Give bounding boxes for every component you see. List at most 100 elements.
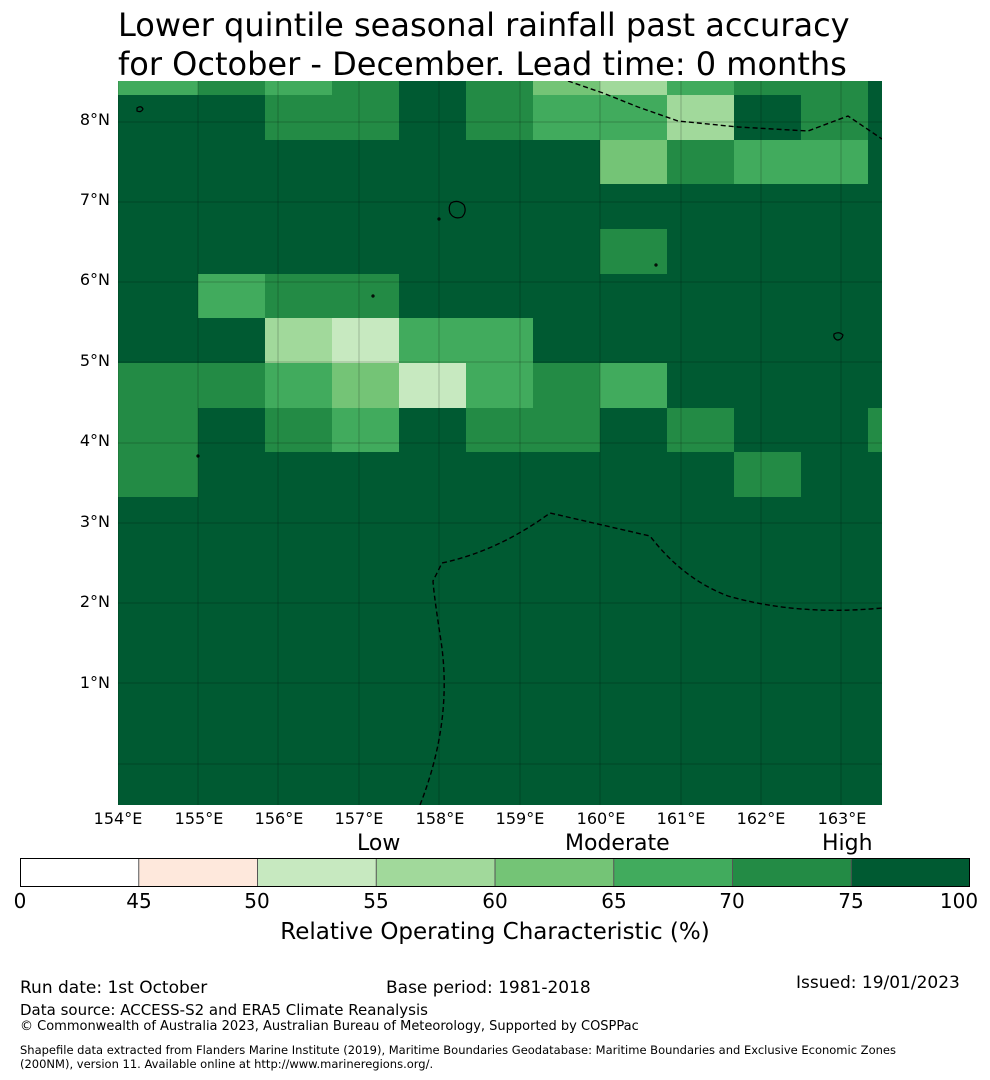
base-period: Base period: 1981-2018	[386, 978, 591, 998]
grid-cell	[667, 408, 734, 452]
lon-tick-label: 161°E	[656, 809, 706, 828]
colorbar-frame	[20, 858, 970, 887]
grid-cell	[734, 452, 801, 497]
lon-tick-label: 162°E	[736, 809, 786, 828]
run-date: Run date: 1st October	[20, 978, 208, 998]
lon-tick-label: 158°E	[415, 809, 465, 828]
grid-cell	[332, 363, 399, 408]
grid-cell	[667, 81, 734, 95]
title-line-2: for October - December. Lead time: 0 mon…	[118, 45, 847, 83]
colorbar-swatch	[851, 858, 970, 887]
grid-cell	[118, 408, 198, 452]
island-outline	[196, 454, 200, 458]
island-outline	[448, 200, 466, 219]
grid-cell	[801, 140, 868, 184]
grid-cell	[466, 363, 533, 408]
grid-cells	[118, 81, 882, 497]
title-line-1: Lower quintile seasonal rainfall past ac…	[118, 6, 850, 44]
lon-tick-label: 159°E	[495, 809, 545, 828]
graticule	[118, 81, 882, 805]
grid-cell	[118, 363, 198, 408]
colorbar-swatch	[138, 858, 258, 887]
grid-cell	[734, 81, 801, 95]
lon-tick-label: 154°E	[93, 809, 143, 828]
island-outline	[136, 106, 144, 113]
lat-tick-label: 8°N	[79, 110, 110, 129]
grid-cell	[466, 81, 533, 95]
colorbar-category-moderate: Moderate	[565, 831, 670, 856]
colorbar-swatch	[732, 858, 852, 887]
island-outline	[654, 263, 658, 267]
lat-tick-label: 6°N	[79, 270, 110, 289]
grid-cell	[265, 408, 332, 452]
grid-cell	[198, 274, 265, 318]
grid-cell	[118, 452, 198, 497]
colorbar-swatch	[20, 858, 139, 887]
colorbar-tick: 50	[244, 889, 270, 913]
colorbar-tick: 100	[939, 889, 979, 913]
colorbar-tick: 45	[126, 889, 152, 913]
colorbar-swatch	[613, 858, 733, 887]
grid-cell	[265, 81, 332, 95]
grid-cell	[332, 408, 399, 452]
rainfall-accuracy-map[interactable]	[118, 81, 882, 805]
colorbar-category-high: High	[822, 831, 873, 856]
lat-tick-label: 3°N	[79, 512, 110, 531]
grid-cell	[533, 408, 600, 452]
colorbar-tick: 0	[13, 889, 27, 913]
grid-cell	[734, 140, 801, 184]
shapefile-credit-line-1: Shapefile data extracted from Flanders M…	[20, 1043, 896, 1057]
grid-cell	[667, 95, 734, 140]
grid-cell	[332, 81, 399, 95]
lat-tick-label: 7°N	[79, 190, 110, 209]
grid-cell	[600, 140, 667, 184]
eez-boundaries	[419, 81, 882, 805]
colorbar	[20, 858, 970, 887]
grid-cell	[667, 140, 734, 184]
grid-cell	[868, 408, 882, 452]
colorbar-tick: 75	[838, 889, 864, 913]
colorbar-dividers	[138, 858, 852, 887]
colorbar-tick: 70	[719, 889, 745, 913]
grid-cell	[533, 363, 600, 408]
grid-cell	[801, 95, 868, 140]
grid-cell	[332, 318, 399, 363]
colorbar-swatch	[495, 858, 614, 887]
data-source: Data source: ACCESS-S2 and ERA5 Climate …	[20, 1001, 428, 1019]
grid-cell	[265, 318, 332, 363]
colorbar-tick: 55	[363, 889, 389, 913]
grid-cell	[198, 81, 265, 95]
grid-cell	[332, 274, 399, 318]
grid-cell	[600, 229, 667, 274]
grid-cell	[198, 363, 265, 408]
island-outline	[437, 217, 441, 221]
copyright-notice: © Commonwealth of Australia 2023, Austra…	[20, 1019, 639, 1034]
lat-tick-label: 1°N	[79, 673, 110, 692]
grid-cell	[801, 81, 868, 95]
lon-tick-label: 157°E	[334, 809, 384, 828]
grid-cell	[533, 95, 600, 140]
grid-cell	[399, 318, 466, 363]
island-outline	[833, 332, 844, 341]
issued-date: Issued: 19/01/2023	[796, 973, 960, 993]
map-title: Lower quintile seasonal rainfall past ac…	[118, 6, 850, 84]
grid-cell	[399, 363, 466, 408]
lat-tick-label: 2°N	[79, 592, 110, 611]
colorbar-label: Relative Operating Characteristic (%)	[280, 919, 710, 945]
colorbar-swatch	[257, 858, 377, 887]
eez-boundary-north	[567, 81, 882, 140]
grid-cell	[466, 95, 533, 140]
lon-tick-label: 163°E	[817, 809, 867, 828]
grid-cell	[600, 95, 667, 140]
island-outline	[371, 294, 375, 298]
lat-tick-label: 4°N	[79, 431, 110, 450]
grid-cell	[332, 95, 399, 140]
grid-cell	[466, 318, 533, 363]
colorbar-tick: 65	[601, 889, 627, 913]
grid-cell	[600, 81, 667, 95]
lon-tick-label: 155°E	[174, 809, 224, 828]
grid-cell	[265, 95, 332, 140]
lon-tick-label: 160°E	[576, 809, 626, 828]
islands	[136, 106, 844, 458]
shapefile-credit-line-2: (200NM), version 11. Available online at…	[20, 1057, 434, 1071]
